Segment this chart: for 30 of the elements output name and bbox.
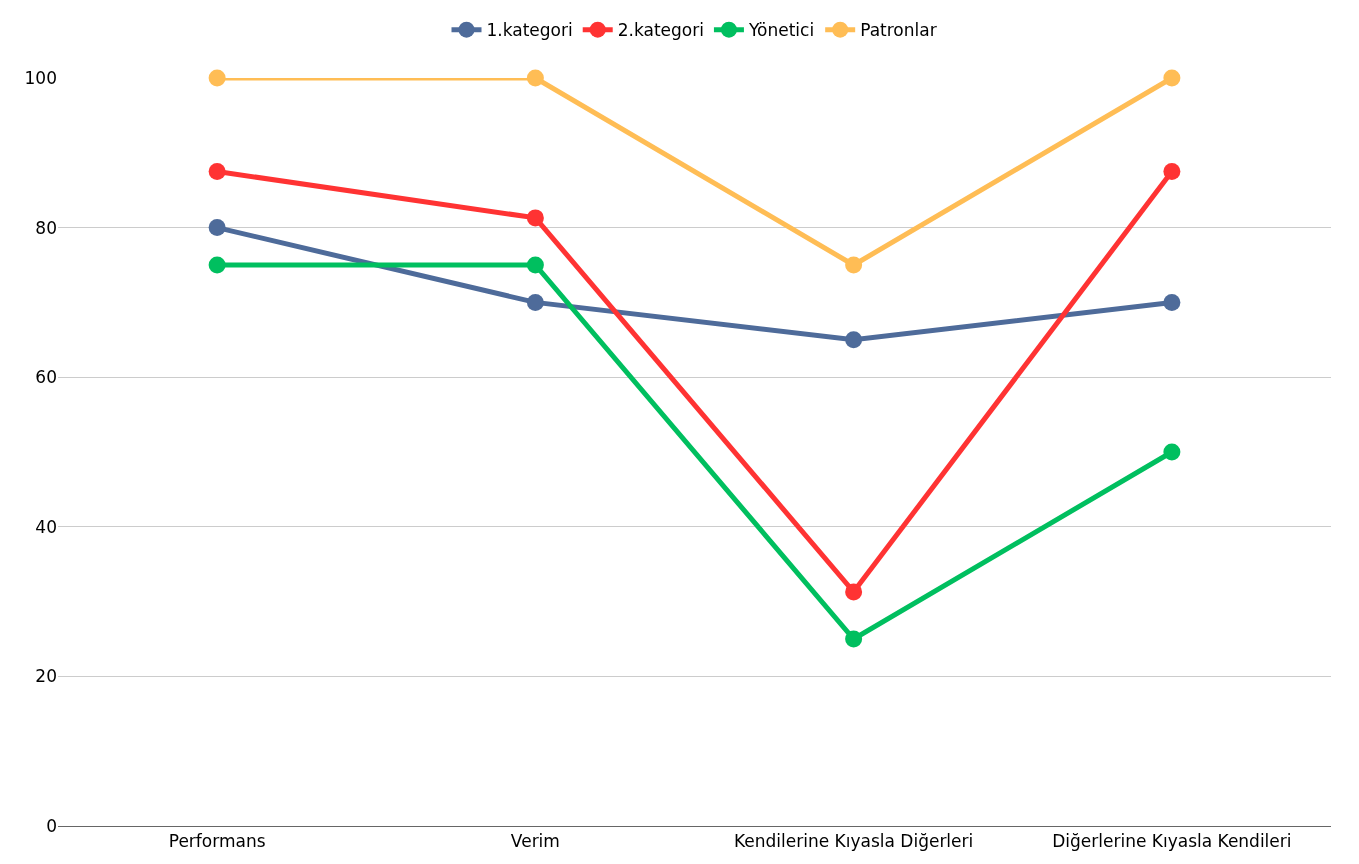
point	[845, 583, 863, 601]
point	[208, 219, 226, 237]
y-tick-label: 80	[35, 217, 57, 238]
y-tick-label: 20	[35, 666, 57, 687]
point	[208, 163, 226, 180]
point	[845, 331, 863, 349]
y-tick-label: 100	[24, 67, 57, 88]
point	[526, 293, 544, 311]
legend-label: 2.kategori	[617, 20, 704, 41]
point	[1163, 163, 1181, 180]
x-tick-label: Kendilerine Kıyasla Diğerleri	[733, 831, 974, 852]
y-tick-label: 60	[35, 367, 57, 388]
x-tick-label: Performans	[168, 831, 266, 852]
point	[208, 256, 226, 274]
point	[1163, 293, 1181, 311]
y-tick-label: 0	[46, 815, 57, 836]
point	[208, 69, 226, 87]
point	[526, 69, 544, 87]
point	[1163, 69, 1181, 87]
y-tick-label: 40	[35, 516, 57, 537]
x-tick-label: Verim	[510, 831, 560, 852]
point	[1163, 443, 1181, 461]
legend-label: Patronlar	[860, 20, 937, 41]
legend-label: Yönetici	[747, 20, 815, 41]
point	[526, 256, 544, 274]
point	[845, 256, 863, 274]
point	[845, 630, 863, 648]
point	[526, 209, 544, 227]
legend-label: 1.kategori	[486, 20, 573, 41]
x-tick-label: Diğerlerine Kıyasla Kendileri	[1052, 831, 1292, 852]
